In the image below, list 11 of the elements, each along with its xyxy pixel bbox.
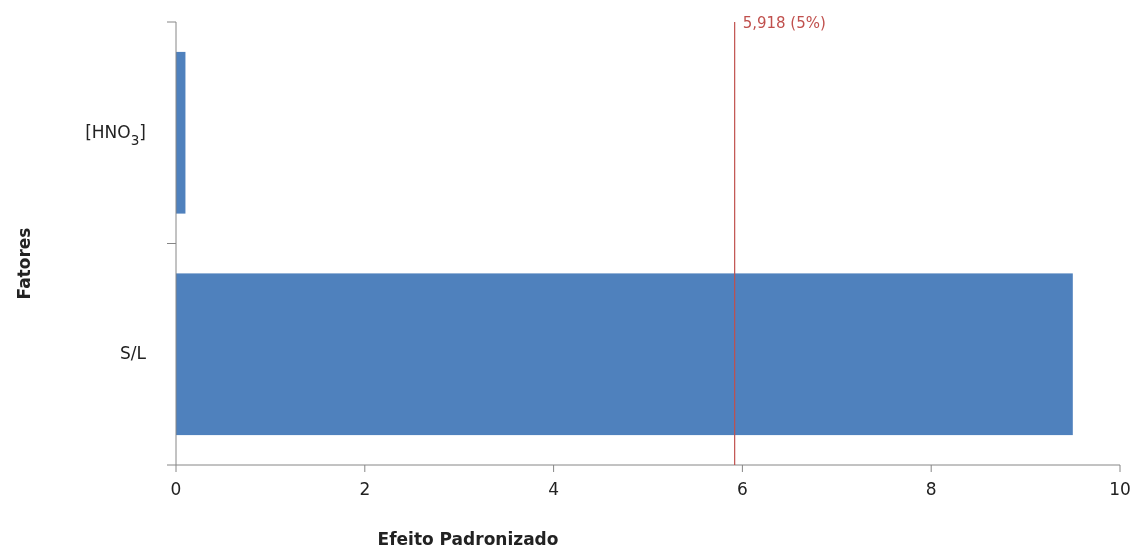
x-tick-label: 8 xyxy=(925,479,937,499)
ref-line-label: 5,918 (5%) xyxy=(742,14,826,32)
x-tick-label: 10 xyxy=(1109,479,1131,499)
y-axis-title: Fatores xyxy=(14,227,34,300)
x-tick-label: 6 xyxy=(736,479,748,499)
x-tick-label: 4 xyxy=(548,479,560,499)
x-tick-label: 2 xyxy=(359,479,371,499)
x-axis-title: Efeito Padronizado xyxy=(377,529,559,549)
y-tick-label: S/L xyxy=(120,343,147,364)
x-tick-label: 0 xyxy=(170,479,182,499)
y-tick-label: [HNO$_{3}$] xyxy=(85,121,146,148)
